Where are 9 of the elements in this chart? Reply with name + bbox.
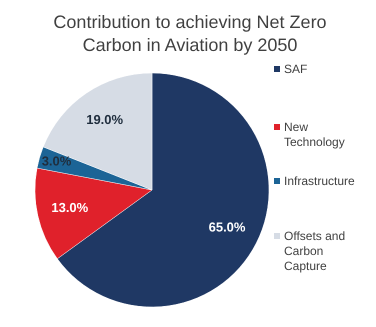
chart-title: Contribution to achieving Net Zero Carbon in Aviation by 2050 xyxy=(53,12,327,55)
legend-label: SAF xyxy=(284,62,308,76)
data-label: 13.0% xyxy=(51,200,89,215)
legend-label: New Technology xyxy=(284,120,345,150)
data-label: 65.0% xyxy=(208,220,246,235)
data-label: 3.0% xyxy=(42,154,72,169)
legend-label: Infrastructure xyxy=(284,174,356,188)
data-label: 19.0% xyxy=(86,112,124,127)
legend-label: Offsets and Carbon Capture xyxy=(284,229,346,274)
